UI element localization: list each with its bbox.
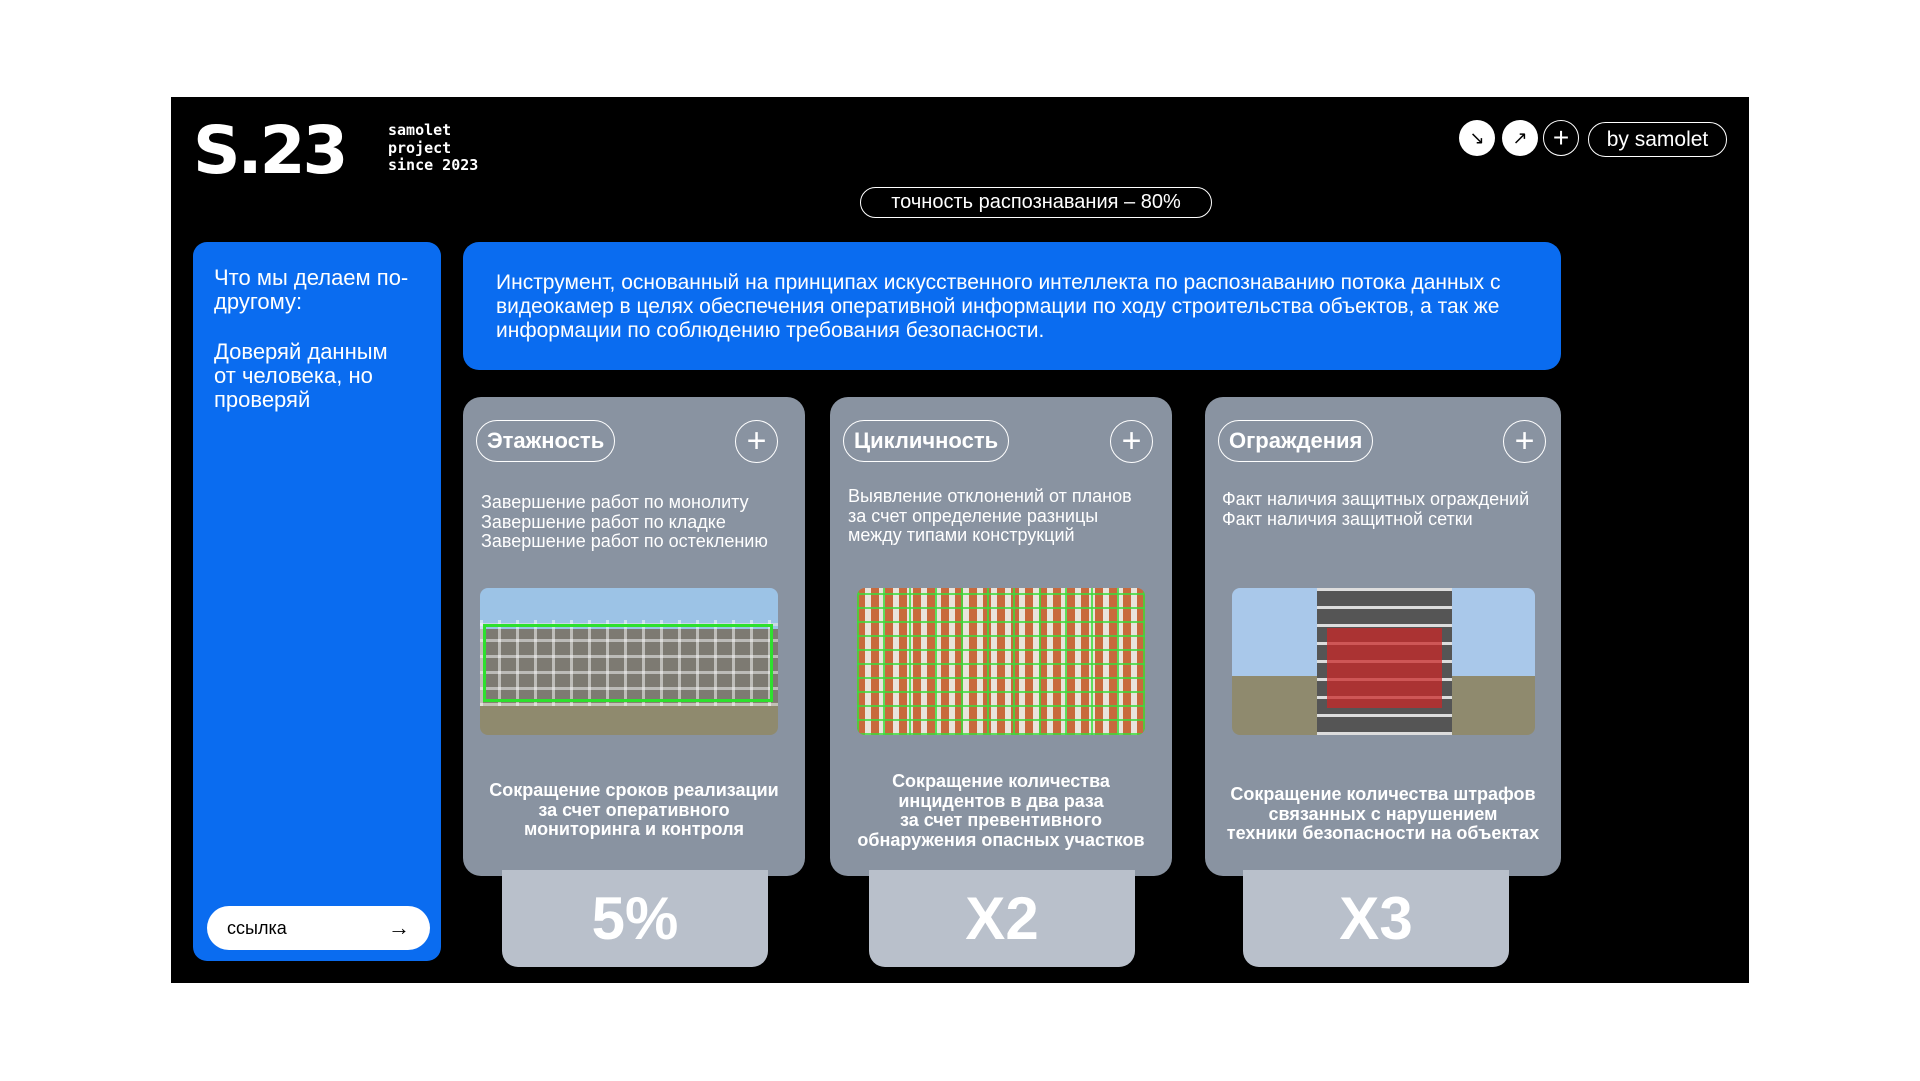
arrow-up-right-icon: ↗	[1512, 127, 1528, 148]
card-result: Сокращение сроков реализации за счет опе…	[489, 780, 779, 839]
plus-icon: +	[1552, 122, 1570, 153]
card-title: Цикличность	[843, 420, 1010, 462]
arrow-down-right-button[interactable]: ↘	[1459, 120, 1495, 156]
plus-icon[interactable]: +	[1110, 420, 1153, 463]
tagline-line: project	[388, 138, 452, 157]
accuracy-badge: точность распознавания – 80%	[860, 187, 1212, 218]
stat-value: X3	[1243, 870, 1509, 967]
card-fences: Ограждения + Факт наличия защитных ограж…	[1205, 397, 1561, 876]
arrow-up-right-button[interactable]: ↗	[1502, 120, 1538, 156]
arrow-right-icon: →	[388, 915, 410, 940]
tagline-line: since 2023	[388, 156, 479, 174]
link-label: ссылка	[227, 917, 287, 938]
logo: S.23	[193, 112, 348, 189]
construction-photo	[480, 588, 778, 735]
construction-photo	[1232, 588, 1535, 735]
card-title: Этажность	[476, 420, 616, 462]
card-title: Ограждения	[1218, 420, 1374, 462]
plus-button[interactable]: +	[1543, 120, 1579, 156]
construction-photo	[857, 588, 1145, 735]
sidebar-motto: Доверяй данным от человека, но проверяй	[214, 339, 388, 412]
arrow-down-right-icon: ↘	[1469, 127, 1485, 148]
link-button[interactable]: ссылка →	[207, 906, 430, 950]
description-banner: Инструмент, основанный на принципах иску…	[463, 242, 1561, 370]
by-samolet-button[interactable]: by samolet	[1588, 122, 1727, 157]
sidebar-heading: Что мы делаем по-другому:	[214, 265, 409, 314]
stat-value: X2	[869, 870, 1135, 967]
card-result: Сокращение количества инцидентов в два р…	[857, 771, 1145, 850]
card-description: Выявление отклонений от планов за счет о…	[848, 486, 1132, 545]
tagline: samolet project since 2023	[388, 121, 479, 175]
card-description: Факт наличия защитных ограждений Факт на…	[1222, 489, 1530, 529]
sidebar-panel: Что мы делаем по-другому: Доверяй данным…	[193, 242, 441, 961]
card-result: Сокращение количества штрафов связанных …	[1226, 784, 1540, 843]
card-cycles: Цикличность + Выявление отклонений от пл…	[830, 397, 1172, 876]
card-floors: Этажность + Завершение работ по монолиту…	[463, 397, 805, 876]
plus-icon[interactable]: +	[735, 420, 778, 463]
plus-icon[interactable]: +	[1503, 420, 1546, 463]
tagline-line: samolet	[388, 121, 452, 139]
stat-value: 5%	[502, 870, 768, 967]
card-description: Завершение работ по монолиту Завершение …	[481, 492, 768, 551]
